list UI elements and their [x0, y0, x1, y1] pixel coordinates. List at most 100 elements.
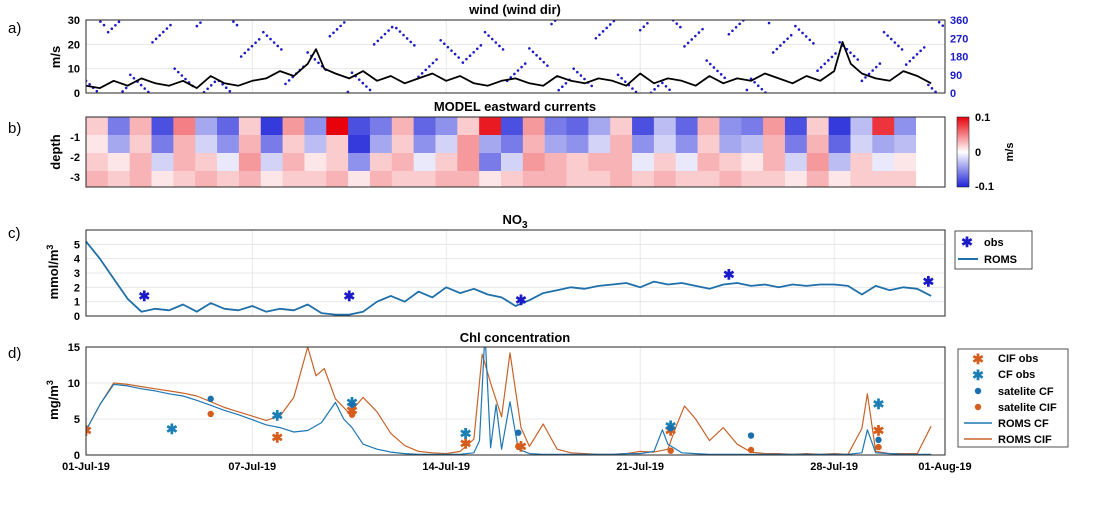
wind-direction-point-2-5 — [147, 90, 150, 93]
wind-direction-point-24-4 — [631, 87, 634, 90]
heatmap-cell-3-15 — [413, 171, 437, 187]
heatmap-cell-3-8 — [260, 171, 284, 187]
wind-direction-point-20-2 — [535, 53, 538, 57]
heatmap-cell-0-8 — [260, 117, 284, 136]
heatmap-cell-2-12 — [348, 153, 371, 172]
heatmap-cell-1-12 — [348, 135, 371, 154]
heatmap-cell-2-24 — [610, 153, 633, 172]
heatmap-cell-0-1 — [107, 117, 131, 136]
wind-direction-point-29-5 — [745, 88, 749, 92]
wind-direction-point-5-1 — [199, 21, 202, 24]
heatmap-cell-3-33 — [806, 171, 830, 187]
wind-direction-point-14-0 — [395, 26, 398, 30]
wind-direction-point-35-1 — [864, 76, 867, 79]
panel-c-grid — [85, 230, 945, 316]
heatmap-cell-2-2 — [129, 153, 153, 172]
panel-label-c: c) — [8, 225, 21, 242]
wind-direction-point-10-3 — [317, 61, 320, 65]
wind-direction-point-17-1 — [465, 57, 468, 61]
wind-direction-point-18-2 — [490, 37, 494, 41]
heatmap-cell-3-31 — [763, 171, 786, 187]
wind-direction-point-3-0 — [151, 41, 154, 44]
wind-direction-point-16-0 — [439, 38, 442, 42]
heatmap-cell-1-3 — [151, 135, 174, 154]
wind-direction-point-15-2 — [424, 68, 428, 72]
wind-direction-point-29-1 — [731, 29, 734, 33]
wind-direction-point-16-4 — [453, 52, 457, 56]
heatmap-cell-3-29 — [719, 171, 742, 187]
wind-direction-point-8-0 — [262, 30, 265, 34]
heatmap-cell-3-17 — [457, 171, 480, 187]
heatmap-cell-1-2 — [129, 135, 153, 154]
wind-direction-point-22-3 — [583, 77, 586, 81]
wind-direction-point-26-1 — [664, 85, 668, 88]
heatmap-cell-0-2 — [129, 117, 153, 136]
heatmap-cell-1-33 — [806, 135, 830, 154]
wind-direction-point-20-5 — [546, 64, 549, 67]
heatmap-cell-0-36 — [872, 117, 895, 136]
panel-b-frame — [85, 116, 946, 188]
wind-direction-point-1-0 — [106, 30, 110, 34]
wind-direction-point-36-1 — [886, 34, 889, 37]
wind-direction-point-19-1 — [509, 76, 513, 79]
heatmap-cell-3-10 — [304, 171, 327, 187]
wind-direction-point-18-3 — [494, 41, 498, 44]
heatmap-cell-3-12 — [348, 171, 371, 187]
wind-direction-point-19-5 — [523, 62, 527, 65]
panel-b-ylabel: depth — [48, 134, 63, 169]
heatmap-cell-1-32 — [784, 135, 808, 154]
wind-direction-point-29-0 — [727, 32, 731, 36]
cf-obs-marker-0: ✱ — [166, 421, 178, 437]
wind-direction-point-25-1 — [642, 25, 646, 28]
satelite-cif-marker-2 — [515, 443, 522, 450]
cf-obs-marker-1: ✱ — [271, 407, 283, 423]
wind-direction-point-7-3 — [250, 44, 254, 48]
heatmap-cell-3-24 — [610, 171, 633, 187]
heatmap-cell-3-4 — [173, 171, 196, 187]
panel-b-yticks: -1 -2 -3 — [70, 132, 80, 184]
wind-direction-point-38-0 — [927, 83, 930, 87]
wind-direction-point-28-4 — [719, 73, 723, 76]
wind-direction-point-14-5 — [413, 44, 416, 47]
wind-direction-point-2-3 — [139, 83, 143, 87]
heatmap-cell-2-36 — [872, 153, 895, 172]
heatmap-cell-1-28 — [697, 135, 721, 154]
panel-label-a: a) — [8, 20, 21, 37]
panel-c-series: ✱ ✱ ✱ ✱ ✱ — [86, 240, 935, 316]
wind-direction-point-18-1 — [487, 34, 490, 37]
wind-direction-point-8-4 — [276, 44, 280, 48]
heatmap-cell-1-8 — [260, 135, 284, 154]
wind-direction-point-5-3 — [206, 87, 209, 91]
wind-direction-point-27-1 — [686, 41, 690, 45]
wind-direction-point-28-1 — [708, 62, 712, 66]
wind-direction-point-24-5 — [634, 90, 638, 93]
heatmap-cell-2-10 — [304, 153, 327, 172]
panel-d-xticks: 01-Jul-19 07-Jul-19 14-Jul-19 21-Jul-19 28-J… — [62, 461, 971, 473]
wind-direction-point-7-5 — [257, 37, 261, 41]
heatmap-cell-3-32 — [784, 171, 808, 187]
heatmap-cell-0-34 — [828, 117, 852, 136]
wind-direction-point-5-2 — [202, 90, 206, 93]
panel-d-yticks: 0 5 10 15 — [68, 342, 80, 462]
wind-direction-point-1-2 — [114, 23, 117, 27]
wind-direction-point-12-2 — [357, 78, 361, 81]
legend-roms-label: ROMS — [984, 254, 1017, 266]
panel-label-b: b) — [8, 120, 21, 137]
wind-direction-point-32-5 — [812, 42, 815, 45]
heatmap-cell-3-35 — [850, 171, 873, 187]
wind-direction-point-32-1 — [797, 28, 801, 31]
wind-direction-point-31-0 — [771, 51, 775, 54]
heatmap-cell-3-25 — [632, 171, 655, 187]
panel-a-series — [86, 20, 945, 93]
wind-direction-point-25-5 — [656, 84, 660, 88]
wind-direction-point-36-5 — [900, 48, 904, 51]
heatmap-cell-3-28 — [697, 171, 721, 187]
heatmap-cell-2-17 — [457, 153, 480, 172]
heatmap-cell-0-23 — [588, 117, 611, 136]
wind-direction-point-8-1 — [265, 34, 269, 37]
heatmap-cell-0-35 — [850, 117, 873, 136]
heatmap-cell-0-21 — [544, 117, 568, 136]
wind-direction-point-21-2 — [557, 88, 561, 92]
wind-direction-point-22-2 — [579, 74, 583, 77]
heatmap-cell-0-18 — [479, 117, 502, 136]
